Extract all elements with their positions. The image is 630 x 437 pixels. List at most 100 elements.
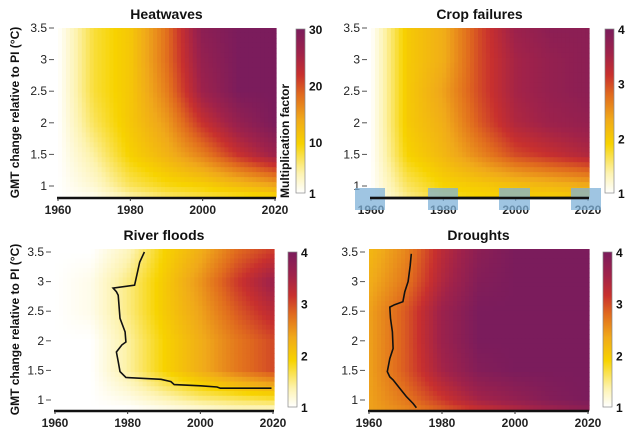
heatmap-cell bbox=[501, 112, 507, 119]
heatmap-cell bbox=[240, 167, 245, 173]
heatmap-cell bbox=[244, 28, 249, 34]
heatmap-cell bbox=[505, 87, 511, 94]
heatmap-cell bbox=[549, 112, 554, 119]
heatmap-cell bbox=[406, 87, 412, 94]
heatmap-cell bbox=[569, 127, 574, 133]
heatmap-cell bbox=[513, 67, 519, 74]
heatmap-cell bbox=[208, 122, 214, 129]
heatmap-cell bbox=[121, 137, 126, 143]
heatmap-cell bbox=[489, 167, 495, 173]
heatmap-cell bbox=[118, 315, 124, 321]
heatmap-cell bbox=[258, 343, 263, 350]
heatmap-cell bbox=[378, 67, 384, 74]
heatmap-cell bbox=[248, 97, 253, 104]
heatmap-cell bbox=[246, 277, 251, 283]
heatmap-cell bbox=[186, 253, 191, 260]
heatmap-cell bbox=[410, 102, 416, 109]
heatmap-cell bbox=[386, 152, 392, 158]
heatmap-cell bbox=[200, 192, 206, 198]
heatmap-cell bbox=[90, 348, 96, 354]
colorbar bbox=[295, 28, 306, 194]
heatmap-cell bbox=[462, 147, 467, 153]
heatmap-cell bbox=[270, 315, 275, 321]
heatmap-cell bbox=[157, 137, 162, 143]
heatmap-cell bbox=[180, 67, 186, 74]
heatmap-cell bbox=[418, 172, 424, 178]
heatmap-cell bbox=[58, 301, 64, 307]
heatmap-cell bbox=[117, 177, 123, 183]
heatmap-cell bbox=[170, 296, 176, 302]
heatmap-cell bbox=[573, 122, 578, 129]
heatmap-cell bbox=[240, 62, 245, 69]
heatmap-cell bbox=[70, 320, 76, 326]
heatmap-cell bbox=[178, 282, 184, 288]
heatmap-cell bbox=[549, 87, 554, 94]
heatmap-cell bbox=[122, 282, 128, 288]
heatmap-cell bbox=[501, 107, 507, 114]
heatmap-cell bbox=[190, 338, 195, 345]
heatmap-cell bbox=[89, 37, 95, 44]
heatmap-cell bbox=[442, 102, 447, 109]
heatmap-cell bbox=[478, 87, 483, 94]
heatmap-cell bbox=[224, 167, 230, 173]
heatmap-cell bbox=[102, 305, 108, 312]
heatmap-cell bbox=[517, 142, 523, 148]
heatmap-cell bbox=[414, 32, 420, 39]
heatmap-cell bbox=[569, 77, 574, 84]
heatmap-cell bbox=[561, 72, 566, 79]
heatmap-cell bbox=[220, 137, 226, 143]
heatmap-cell bbox=[533, 28, 539, 34]
heatmap-cell bbox=[581, 142, 586, 148]
heatmap-cell bbox=[204, 147, 210, 153]
heatmap-cell bbox=[110, 258, 116, 264]
heatmap-cell bbox=[438, 57, 443, 64]
heatmap-cell bbox=[474, 152, 479, 158]
heatmap-cell bbox=[214, 329, 219, 335]
heatmap-cell bbox=[198, 282, 203, 288]
heatmap-cell bbox=[122, 267, 128, 274]
heatmap-cell bbox=[414, 112, 420, 119]
heatmap-cell bbox=[202, 296, 207, 302]
heatmap-cell bbox=[398, 47, 404, 54]
heatmap-cell bbox=[218, 291, 223, 297]
heatmap-cell bbox=[537, 142, 543, 148]
heatmap-cell bbox=[481, 77, 487, 84]
heatmap-cell bbox=[426, 47, 432, 54]
heatmap-cell bbox=[270, 324, 275, 331]
heatmap-cell bbox=[553, 142, 558, 148]
heatmap-cell bbox=[525, 28, 531, 34]
heatmap-cell bbox=[97, 67, 103, 74]
heatmap-cell bbox=[378, 157, 384, 163]
heatmap-cell bbox=[525, 152, 531, 158]
heatmap-cell bbox=[272, 147, 277, 153]
heatmap-cell bbox=[228, 132, 233, 138]
heatmap-cell bbox=[220, 117, 226, 124]
heatmap-cell bbox=[66, 249, 72, 255]
heatmap-cell bbox=[537, 102, 543, 109]
heatmap-cell bbox=[541, 97, 546, 104]
heatmap-cell bbox=[69, 132, 75, 138]
heatmap-cell bbox=[216, 107, 222, 114]
heatmap-cell bbox=[204, 92, 210, 99]
heatmap-cell bbox=[216, 132, 222, 138]
heatmap-cell bbox=[434, 107, 439, 114]
heatmap-cell bbox=[137, 172, 142, 178]
heatmap-cell bbox=[541, 127, 546, 133]
heatmap-cell bbox=[166, 296, 172, 302]
heatmap-cell bbox=[228, 37, 233, 44]
heatmap-cell bbox=[182, 343, 187, 350]
heatmap-cell bbox=[216, 87, 222, 94]
heatmap-cell bbox=[418, 192, 424, 198]
heatmap-cell bbox=[97, 107, 103, 114]
heatmap-cell bbox=[218, 253, 223, 260]
heatmap-cell bbox=[481, 172, 487, 178]
heatmap-cell bbox=[264, 122, 269, 129]
heatmap-cell bbox=[581, 77, 586, 84]
heatmap-cell bbox=[398, 172, 404, 178]
heatmap-cell bbox=[414, 102, 420, 109]
heatmap-cell bbox=[386, 67, 392, 74]
heatmap-cell bbox=[533, 92, 539, 99]
heatmap-cell bbox=[268, 132, 273, 138]
heatmap-cell bbox=[133, 102, 138, 109]
heatmap-cell bbox=[106, 258, 112, 264]
